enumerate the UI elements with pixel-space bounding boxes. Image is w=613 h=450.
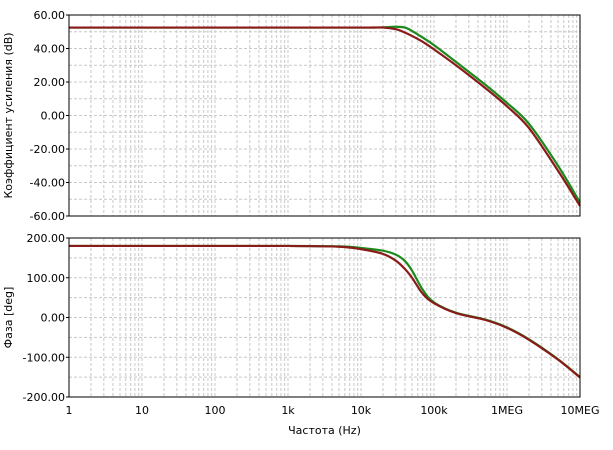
y-tick-label: 40.00 bbox=[34, 43, 66, 56]
top-series-group bbox=[68, 25, 581, 207]
gain-series-line-2 bbox=[68, 26, 581, 207]
x-tick-labels: 1 10 100 1k 10k 100k 1MEG 10MEG bbox=[66, 404, 600, 417]
bottom-y-tick-labels: 200.00 100.00 0.00 -100.00 -200.00 bbox=[23, 232, 69, 404]
x-tick-label: 100k bbox=[420, 404, 448, 417]
y-tick-label: -60.00 bbox=[30, 210, 65, 223]
top-panel: 60.00 40.00 20.00 0.00 -20.00 -40.00 -60.00 Ко… bbox=[2, 9, 581, 223]
bottom-gridlines bbox=[69, 238, 580, 397]
top-y-tick-labels: 60.00 40.00 20.00 0.00 -20.00 -40.00 -60.00 bbox=[30, 9, 69, 223]
x-tick-label: 1 bbox=[66, 404, 73, 417]
top-gridlines bbox=[69, 15, 580, 216]
x-axis-label: Частота (Hz) bbox=[288, 424, 361, 437]
y-tick-label: -100.00 bbox=[23, 351, 65, 364]
y-tick-label: 0.00 bbox=[41, 312, 66, 325]
x-tick-label: 10k bbox=[351, 404, 372, 417]
y-tick-label: -200.00 bbox=[23, 391, 65, 404]
y-tick-label: -20.00 bbox=[30, 143, 65, 156]
y-tick-label: 0.00 bbox=[41, 110, 66, 123]
bottom-series-group bbox=[69, 244, 581, 379]
x-tick-label: 100 bbox=[205, 404, 226, 417]
phase-series-line-2 bbox=[69, 244, 581, 379]
x-tick-label: 10MEG bbox=[561, 404, 600, 417]
y-tick-label: 100.00 bbox=[27, 272, 66, 285]
top-y-axis-label: Коэффициент усиления (dB) bbox=[2, 32, 15, 198]
y-tick-label: -40.00 bbox=[30, 177, 65, 190]
x-tick-label: 1k bbox=[281, 404, 295, 417]
y-tick-label: 20.00 bbox=[34, 76, 66, 89]
y-tick-label: 200.00 bbox=[27, 232, 66, 245]
x-tick-label: 1MEG bbox=[491, 404, 523, 417]
x-tick-label: 10 bbox=[135, 404, 149, 417]
bottom-y-axis-label: Фаза [deg] bbox=[2, 287, 15, 349]
y-tick-label: 60.00 bbox=[34, 9, 66, 22]
